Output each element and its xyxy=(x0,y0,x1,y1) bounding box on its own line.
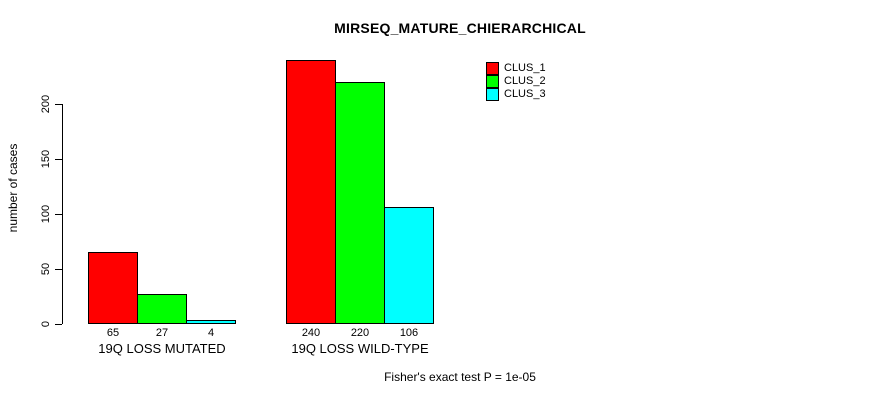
group-label: 19Q LOSS WILD-TYPE xyxy=(291,341,429,356)
legend-label: CLUS_2 xyxy=(504,75,546,87)
y-tick xyxy=(55,214,62,215)
bar-value-label: 65 xyxy=(106,327,120,339)
legend-item-clus_1: CLUS_1 xyxy=(486,62,546,75)
y-tick-label: 150 xyxy=(40,149,52,169)
bar-clus_1-group2 xyxy=(286,60,336,324)
annotation-text: Fisher's exact test P = 1e-05 xyxy=(384,370,536,384)
clus_2-swatch xyxy=(486,75,499,88)
legend-item-clus_3: CLUS_3 xyxy=(486,88,546,101)
bar-clus_2-group1 xyxy=(137,294,187,324)
bar-clus_2-group2 xyxy=(335,82,385,324)
legend-label: CLUS_3 xyxy=(504,88,546,100)
y-axis-title: number of cases xyxy=(6,143,20,233)
y-tick xyxy=(55,104,62,105)
clus_1-swatch xyxy=(486,62,499,75)
legend: CLUS_1 CLUS_2 CLUS_3 xyxy=(486,62,546,101)
legend-item-clus_2: CLUS_2 xyxy=(486,75,546,88)
bar-value-label: 240 xyxy=(301,327,321,339)
bar-clus_3-group1 xyxy=(186,320,236,324)
y-tick-label: 50 xyxy=(40,262,52,276)
group-label: 19Q LOSS MUTATED xyxy=(98,341,226,356)
y-axis-line xyxy=(62,104,63,324)
y-tick xyxy=(55,324,62,325)
bar-value-label: 4 xyxy=(207,327,215,339)
chart-title: MIRSEQ_MATURE_CHIERARCHICAL xyxy=(334,20,586,36)
legend-label: CLUS_1 xyxy=(504,62,546,74)
bar-value-label: 220 xyxy=(350,327,370,339)
bar-value-label: 106 xyxy=(399,327,419,339)
y-tick-label: 0 xyxy=(40,320,52,328)
y-tick-label: 100 xyxy=(40,204,52,224)
y-tick-label: 200 xyxy=(40,94,52,114)
y-tick xyxy=(55,269,62,270)
bar-value-label: 27 xyxy=(155,327,169,339)
bar-clus_3-group2 xyxy=(384,207,434,324)
clus_3-swatch xyxy=(486,88,499,101)
bar-clus_1-group1 xyxy=(88,252,138,324)
y-tick xyxy=(55,159,62,160)
